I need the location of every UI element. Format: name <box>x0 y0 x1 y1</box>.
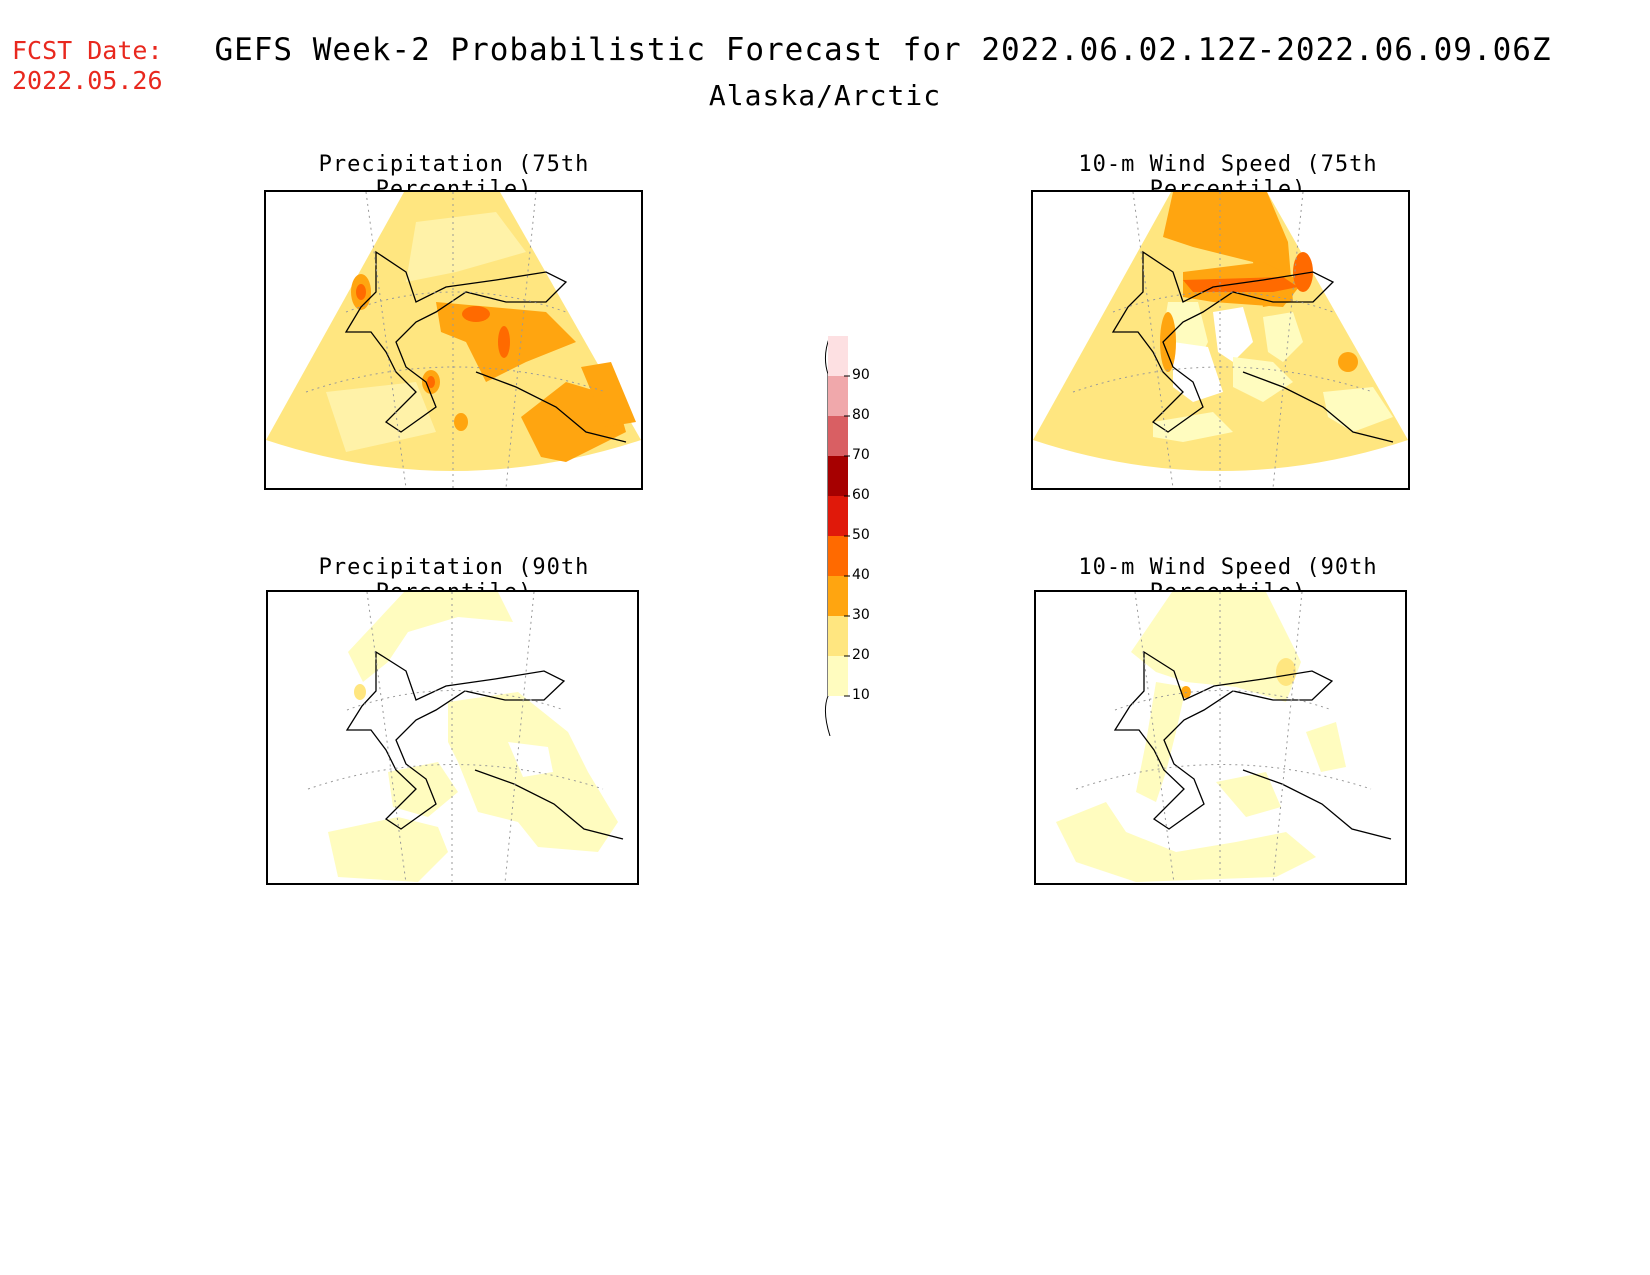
legend-swatch-60 <box>828 456 848 496</box>
legend-bar <box>824 335 850 737</box>
forecast-date-value: 2022.05.26 <box>12 66 163 95</box>
region-title: Alaska/Arctic <box>708 79 942 112</box>
legend-label-40: 40 <box>852 567 870 583</box>
legend-label-70: 70 <box>852 447 870 463</box>
legend-label-30: 30 <box>852 607 870 623</box>
legend-label-90: 90 <box>852 367 870 383</box>
legend-label-10: 10 <box>852 687 870 703</box>
map-wind75 <box>1031 190 1410 490</box>
legend-swatch-40 <box>828 536 848 576</box>
legend-swatch-50 <box>828 496 848 536</box>
legend-label-50: 50 <box>852 527 870 543</box>
main-title: GEFS Week-2 Probabilistic Forecast for 2… <box>214 32 1552 68</box>
panel-title-wind75: 10-m Wind Speed (75th Percentile) <box>1078 152 1378 202</box>
legend-label-60: 60 <box>852 487 870 503</box>
legend-swatch-30 <box>828 576 848 616</box>
legend-swatch-70 <box>828 416 848 456</box>
legend-swatch-80 <box>828 376 848 416</box>
map-precip90 <box>266 590 639 885</box>
forecast-date-label: FCST Date: <box>12 36 163 65</box>
legend-swatch-10 <box>828 656 848 696</box>
legend-swatch-20 <box>828 616 848 656</box>
forecast-date: FCST Date: 2022.05.26 <box>12 36 163 96</box>
legend-label-20: 20 <box>852 647 870 663</box>
legend-swatch-90 <box>828 336 848 376</box>
map-precip75 <box>264 190 643 490</box>
legend-label-80: 80 <box>852 407 870 423</box>
map-wind90 <box>1034 590 1407 885</box>
color-legend: 10 20 30 40 50 60 70 80 90 <box>820 335 890 737</box>
